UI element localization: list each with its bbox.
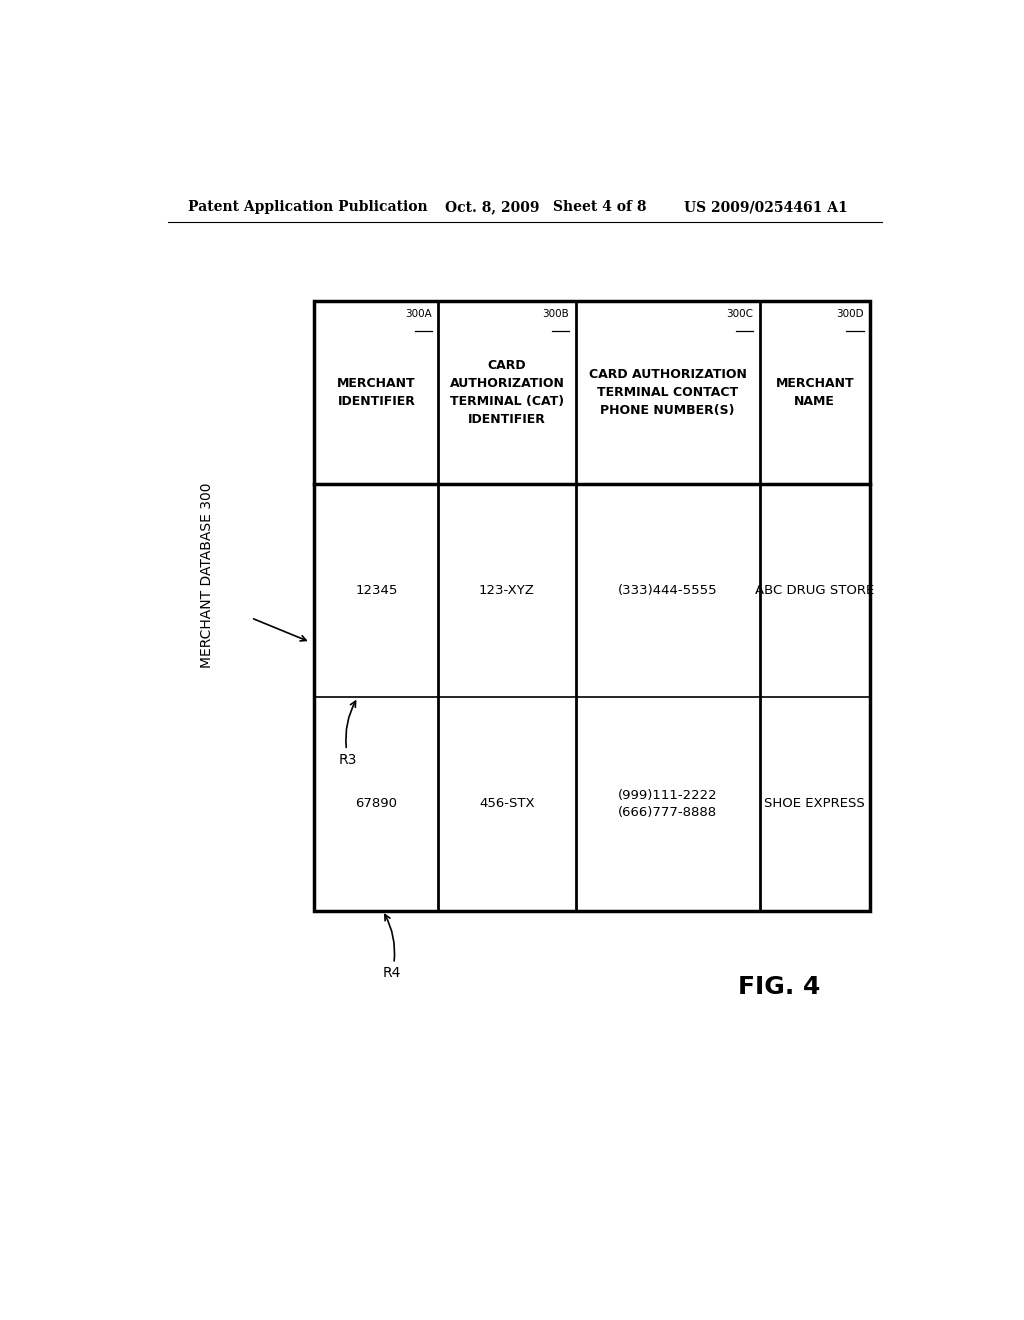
Text: FIG. 4: FIG. 4 — [737, 974, 820, 999]
Text: MERCHANT DATABASE 300: MERCHANT DATABASE 300 — [201, 482, 214, 668]
Text: R4: R4 — [383, 915, 401, 981]
Text: MERCHANT
IDENTIFIER: MERCHANT IDENTIFIER — [337, 376, 416, 408]
Text: Oct. 8, 2009: Oct. 8, 2009 — [445, 201, 540, 214]
Text: (333)444-5555: (333)444-5555 — [617, 583, 718, 597]
Text: 300B: 300B — [543, 309, 569, 319]
Text: MERCHANT
NAME: MERCHANT NAME — [775, 376, 854, 408]
Text: (999)111-2222
(666)777-8888: (999)111-2222 (666)777-8888 — [617, 789, 718, 818]
Text: SHOE EXPRESS: SHOE EXPRESS — [765, 797, 865, 810]
Text: CARD AUTHORIZATION
TERMINAL CONTACT
PHONE NUMBER(S): CARD AUTHORIZATION TERMINAL CONTACT PHON… — [589, 368, 746, 417]
Text: 123-XYZ: 123-XYZ — [479, 583, 535, 597]
Text: 300D: 300D — [836, 309, 863, 319]
Bar — [314, 301, 870, 911]
Text: 12345: 12345 — [355, 583, 397, 597]
Text: ABC DRUG STORE: ABC DRUG STORE — [755, 583, 874, 597]
Text: CARD
AUTHORIZATION
TERMINAL (CAT)
IDENTIFIER: CARD AUTHORIZATION TERMINAL (CAT) IDENTI… — [450, 359, 564, 425]
Text: Sheet 4 of 8: Sheet 4 of 8 — [553, 201, 646, 214]
Text: 67890: 67890 — [355, 797, 397, 810]
Text: US 2009/0254461 A1: US 2009/0254461 A1 — [684, 201, 847, 214]
Text: 300A: 300A — [406, 309, 432, 319]
Text: 300C: 300C — [726, 309, 754, 319]
Text: Patent Application Publication: Patent Application Publication — [187, 201, 427, 214]
Text: R3: R3 — [339, 701, 357, 767]
Text: 456-STX: 456-STX — [479, 797, 535, 810]
